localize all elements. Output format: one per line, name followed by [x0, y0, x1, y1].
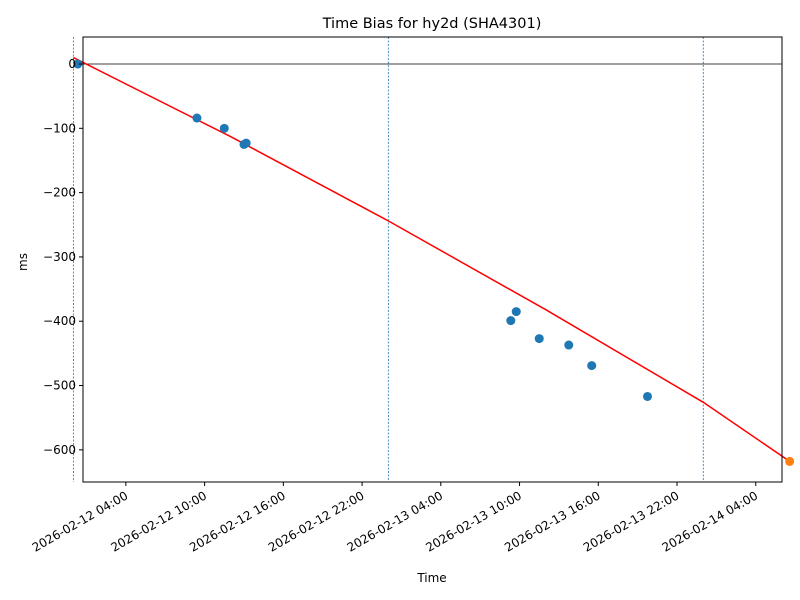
fit-line: [73, 56, 791, 463]
data-point: [534, 334, 544, 344]
y-tick-label: −400: [43, 314, 76, 328]
data-point: [506, 316, 516, 326]
data-point: [192, 113, 202, 123]
y-tick-label: 0: [68, 57, 76, 71]
y-tick-label: −100: [43, 121, 76, 135]
data-point: [642, 391, 652, 401]
predicted-point: [785, 456, 795, 466]
data-point: [219, 123, 229, 133]
y-tick-label: −300: [43, 250, 76, 264]
y-tick-label: −600: [43, 443, 76, 457]
chart-title: Time Bias for hy2d (SHA4301): [322, 16, 542, 32]
axes-frame: [82, 36, 783, 483]
y-axis-label: ms: [16, 253, 30, 271]
y-tick-label: −500: [43, 379, 76, 393]
data-point: [511, 307, 521, 317]
data-point: [73, 59, 83, 69]
y-tick-label: −200: [43, 186, 76, 200]
data-point: [241, 138, 251, 148]
x-axis-label: Time: [416, 571, 446, 585]
data-point: [587, 361, 597, 371]
data-point: [564, 340, 574, 350]
